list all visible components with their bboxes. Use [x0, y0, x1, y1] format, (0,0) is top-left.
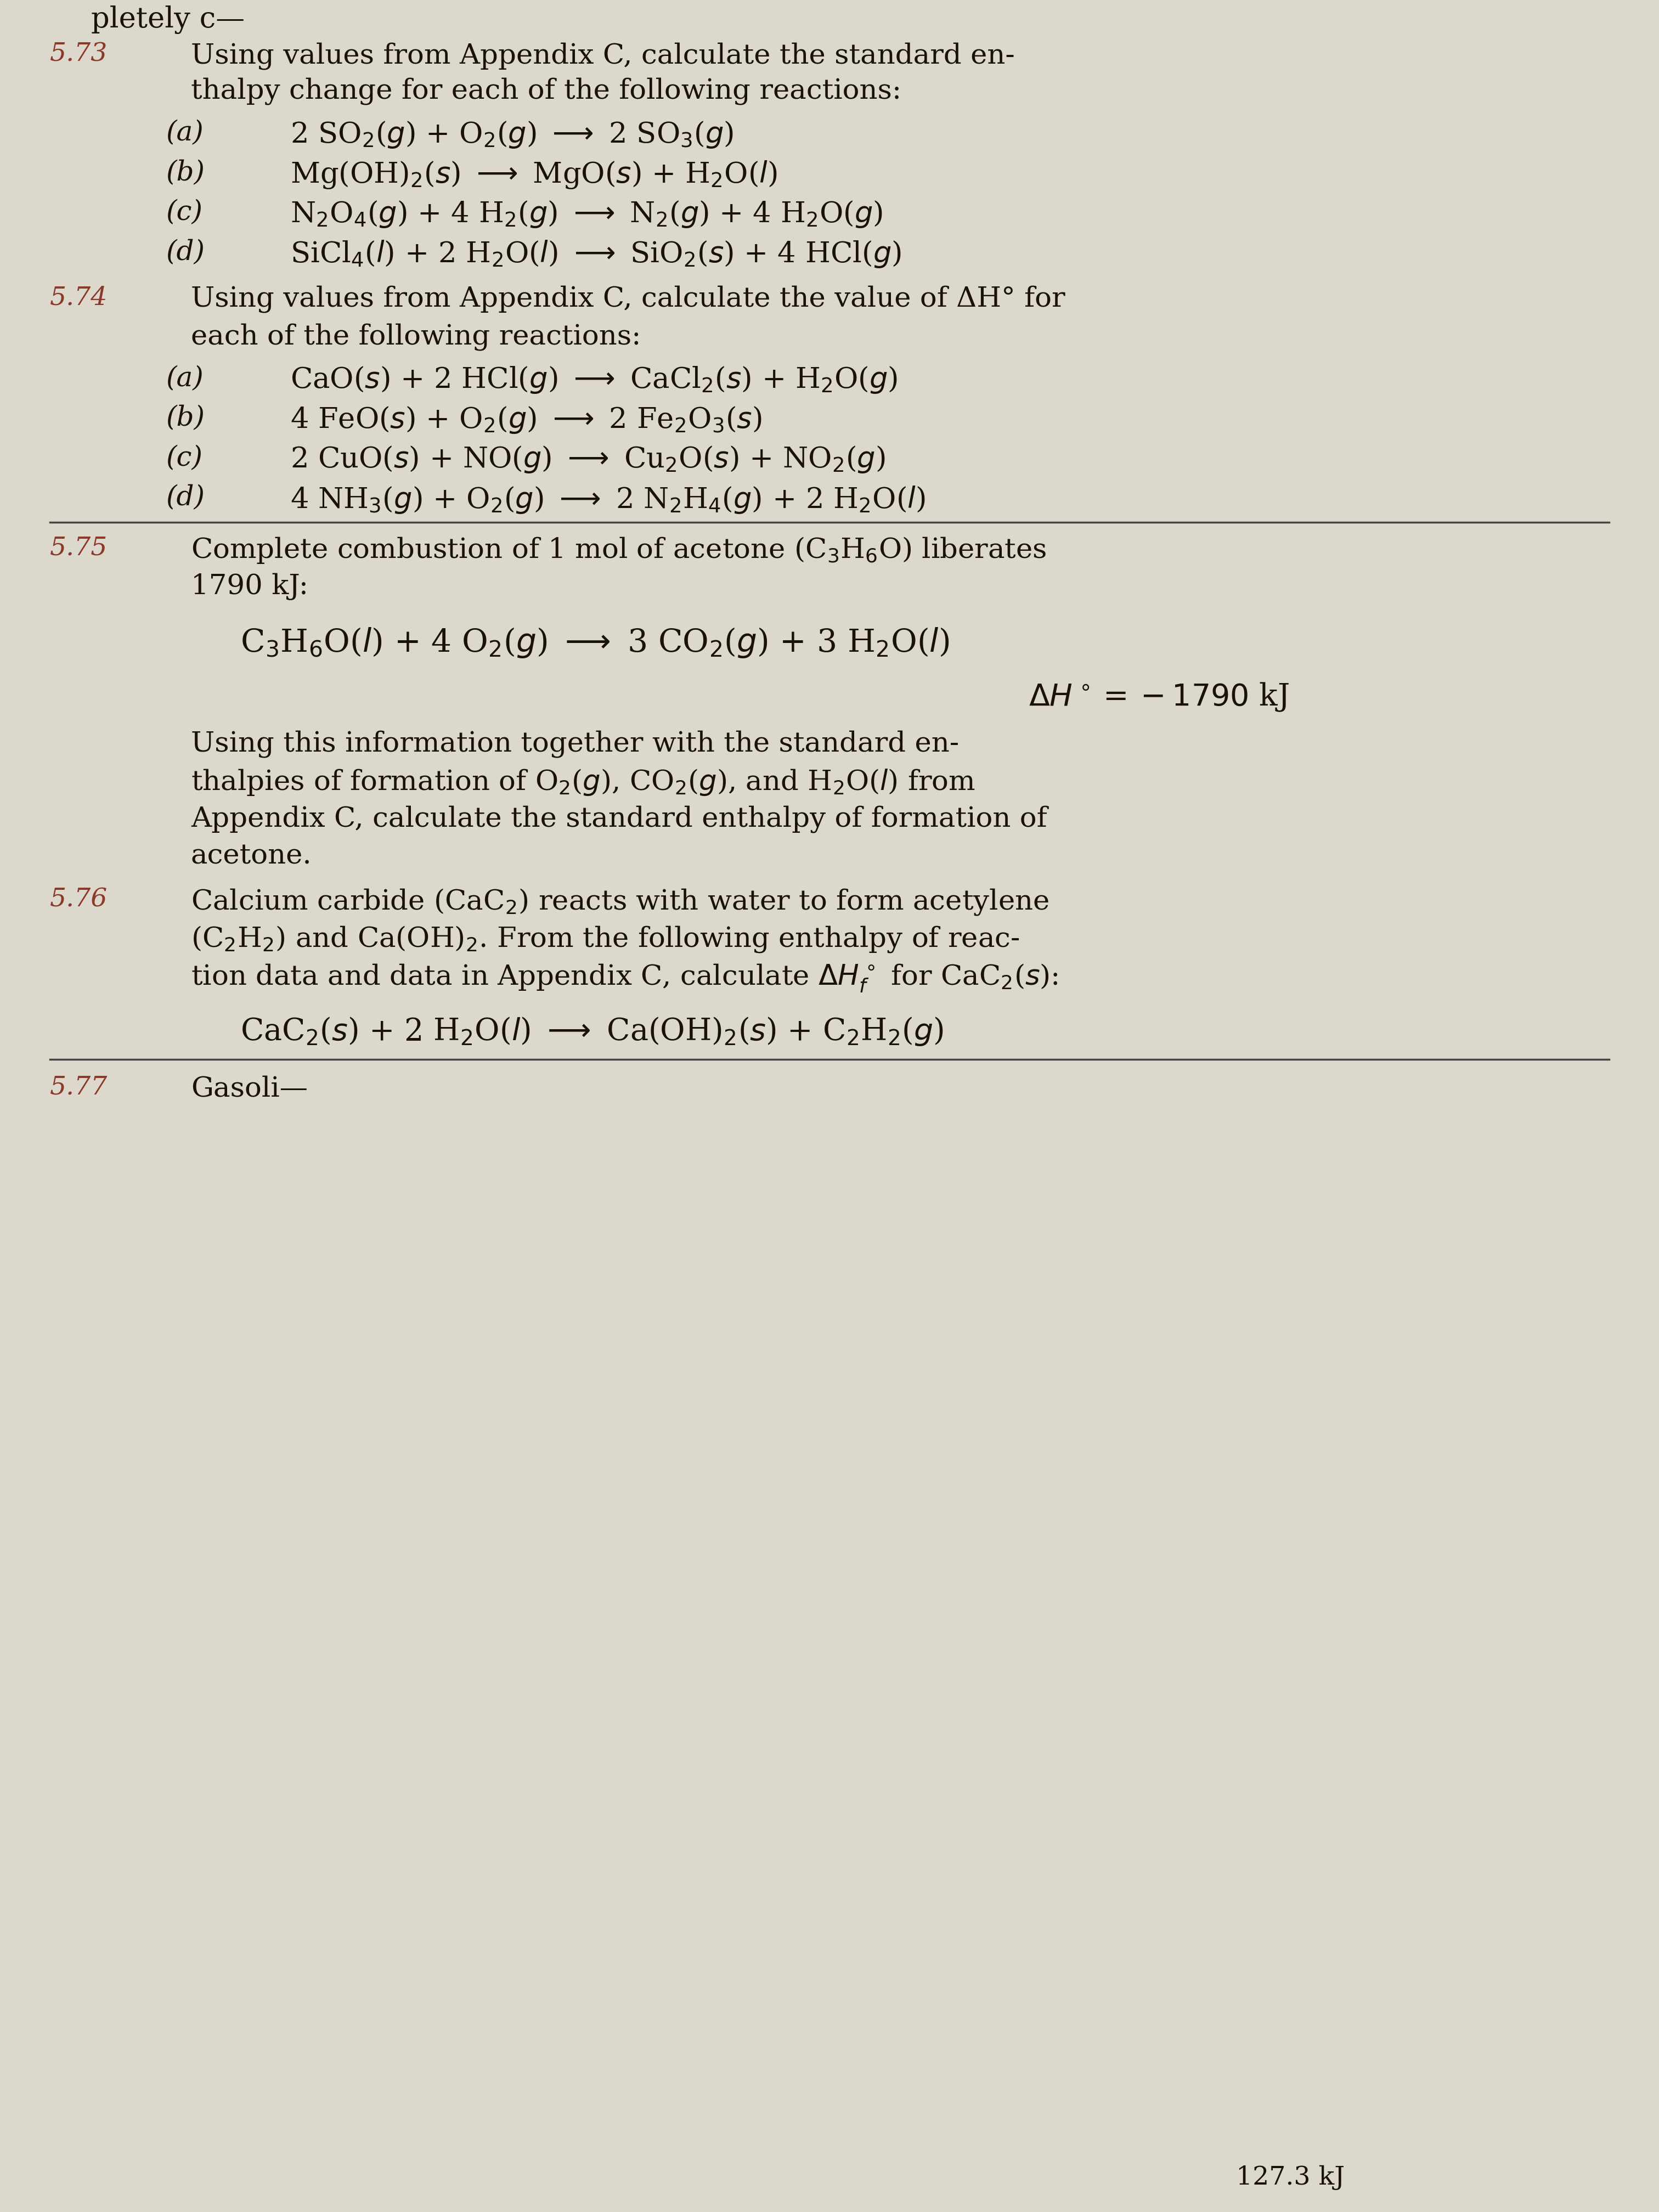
Text: (b): (b) — [166, 159, 204, 186]
Text: (b): (b) — [166, 405, 204, 431]
Text: (d): (d) — [166, 484, 204, 511]
Text: (c): (c) — [166, 199, 202, 226]
Text: $\Delta H^\circ = -1790$ kJ: $\Delta H^\circ = -1790$ kJ — [1029, 681, 1289, 712]
Text: Complete combustion of 1 mol of acetone (C$_3$H$_6$O) liberates: Complete combustion of 1 mol of acetone … — [191, 535, 1047, 564]
Text: (c): (c) — [166, 445, 202, 471]
Text: acetone.: acetone. — [191, 843, 312, 869]
Text: 5.76: 5.76 — [50, 887, 108, 911]
Text: 4 NH$_3$($g$) + O$_2$($g$) $\longrightarrow$ 2 N$_2$H$_4$($g$) + 2 H$_2$O($l$): 4 NH$_3$($g$) + O$_2$($g$) $\longrightar… — [290, 484, 926, 515]
Text: 2 SO$_2$($g$) + O$_2$($g$) $\longrightarrow$ 2 SO$_3$($g$): 2 SO$_2$($g$) + O$_2$($g$) $\longrightar… — [290, 119, 733, 150]
Text: 2 CuO($s$) + NO($g$) $\longrightarrow$ Cu$_2$O($s$) + NO$_2$($g$): 2 CuO($s$) + NO($g$) $\longrightarrow$ C… — [290, 445, 886, 476]
Text: SiCl$_4$($l$) + 2 H$_2$O($l$) $\longrightarrow$ SiO$_2$($s$) + 4 HCl($g$): SiCl$_4$($l$) + 2 H$_2$O($l$) $\longrigh… — [290, 239, 901, 270]
Text: (d): (d) — [166, 239, 204, 265]
Text: (a): (a) — [166, 365, 204, 392]
Text: Calcium carbide (CaC$_2$) reacts with water to form acetylene: Calcium carbide (CaC$_2$) reacts with wa… — [191, 887, 1048, 916]
Text: (a): (a) — [166, 119, 204, 146]
Text: Gasoli—: Gasoli— — [191, 1075, 307, 1102]
Text: Appendix C, calculate the standard enthalpy of formation of: Appendix C, calculate the standard entha… — [191, 805, 1047, 832]
Text: tion data and data in Appendix C, calculate $\Delta H_f^\circ$ for CaC$_2$($s$):: tion data and data in Appendix C, calcul… — [191, 962, 1058, 993]
Text: 5.74: 5.74 — [50, 285, 108, 310]
Text: each of the following reactions:: each of the following reactions: — [191, 323, 640, 349]
Text: 5.73: 5.73 — [50, 42, 108, 66]
Text: 127.3 kJ: 127.3 kJ — [1236, 2166, 1345, 2190]
Text: thalpy change for each of the following reactions:: thalpy change for each of the following … — [191, 77, 901, 104]
Text: pletely c—: pletely c— — [91, 7, 246, 33]
Text: 5.77: 5.77 — [50, 1075, 108, 1099]
Text: C$_3$H$_6$O($l$) + 4 O$_2$($g$) $\longrightarrow$ 3 CO$_2$($g$) + 3 H$_2$O($l$): C$_3$H$_6$O($l$) + 4 O$_2$($g$) $\longri… — [241, 626, 949, 659]
Text: 1790 kJ:: 1790 kJ: — [191, 573, 309, 599]
Text: (C$_2$H$_2$) and Ca(OH)$_2$. From the following enthalpy of reac-: (C$_2$H$_2$) and Ca(OH)$_2$. From the fo… — [191, 925, 1020, 953]
Text: Mg(OH)$_2$($s$) $\longrightarrow$ MgO($s$) + H$_2$O($l$): Mg(OH)$_2$($s$) $\longrightarrow$ MgO($s… — [290, 159, 778, 190]
Text: Using values from Appendix C, calculate the standard en-: Using values from Appendix C, calculate … — [191, 42, 1015, 69]
Text: CaC$_2$($s$) + 2 H$_2$O($l$) $\longrightarrow$ Ca(OH)$_2$($s$) + C$_2$H$_2$($g$): CaC$_2$($s$) + 2 H$_2$O($l$) $\longright… — [241, 1015, 944, 1046]
Text: thalpies of formation of O$_2$($g$), CO$_2$($g$), and H$_2$O($l$) from: thalpies of formation of O$_2$($g$), CO$… — [191, 768, 975, 796]
Text: CaO($s$) + 2 HCl($g$) $\longrightarrow$ CaCl$_2$($s$) + H$_2$O($g$): CaO($s$) + 2 HCl($g$) $\longrightarrow$ … — [290, 365, 898, 396]
Text: 4 FeO($s$) + O$_2$($g$) $\longrightarrow$ 2 Fe$_2$O$_3$($s$): 4 FeO($s$) + O$_2$($g$) $\longrightarrow… — [290, 405, 761, 436]
Text: Using values from Appendix C, calculate the value of ΔH° for: Using values from Appendix C, calculate … — [191, 285, 1065, 312]
Text: Using this information together with the standard en-: Using this information together with the… — [191, 730, 959, 757]
Text: 5.75: 5.75 — [50, 535, 108, 560]
Text: N$_2$O$_4$($g$) + 4 H$_2$($g$) $\longrightarrow$ N$_2$($g$) + 4 H$_2$O($g$): N$_2$O$_4$($g$) + 4 H$_2$($g$) $\longrig… — [290, 199, 883, 230]
